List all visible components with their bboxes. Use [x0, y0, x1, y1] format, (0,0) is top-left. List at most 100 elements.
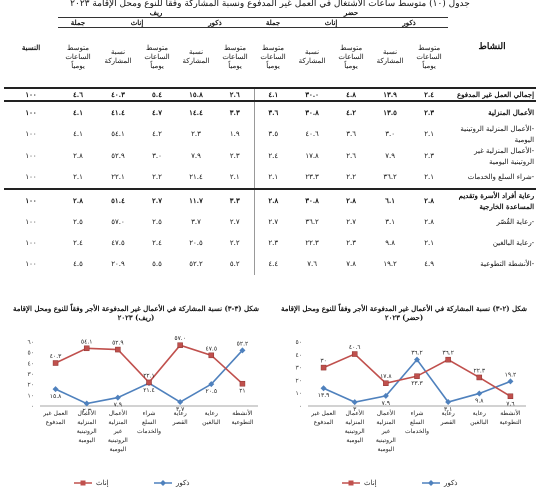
table-cell: ٢.١	[424, 173, 434, 181]
table-cell: ٥٢.٩	[111, 152, 125, 160]
table-cell: ٤.١	[73, 130, 83, 138]
data-label: ٣٠	[320, 358, 326, 365]
col-header: نسبة المشاركة	[370, 27, 411, 88]
table-cell: ٤٠.٣	[98, 86, 139, 101]
table-cell: ١٠٠	[25, 259, 37, 268]
table-cell: ٤.٤	[253, 253, 293, 275]
table-cell: ٧.٦	[307, 259, 317, 268]
data-point	[351, 351, 358, 357]
chart-urban: شكل (٢-٣) نسبة المشاركة في الأعمال غير ا…	[272, 298, 536, 494]
data-point	[476, 374, 483, 381]
table-cell: ٢.٨	[253, 187, 293, 212]
table-cell: ٢.٣	[346, 238, 356, 247]
table-cell: ٣.٦	[253, 99, 293, 124]
table-cell: ٢.٣	[253, 232, 293, 254]
table-cell: ٣.٦	[346, 130, 356, 138]
table-row: -الأعمال المنزلية الروتينية اليومية ٢.١ ٣.…	[4, 123, 536, 146]
data-label: ٤٠.٦	[349, 344, 361, 351]
category-label: شراء السلع والخدمات	[137, 410, 161, 435]
table-cell: ٥٢.٢	[189, 259, 203, 268]
urban-total-group: جملة	[254, 17, 293, 28]
table-row: -رعاية البالغين ٢.١ ٩.٨ ٢.٣ ٢٢.٣ ٢.٣ ٢.٢ ٢٠.٥ ٢.…	[4, 232, 536, 254]
table-cell: ٤.٢	[152, 130, 162, 138]
data-label: ٢٠.٥	[205, 388, 217, 395]
data-point	[320, 385, 327, 392]
data-point	[239, 347, 246, 354]
table-cell: ١٠٠	[4, 86, 58, 101]
col-header: متوسط الساعات يومياً	[254, 27, 293, 88]
table-cell: ٤.١	[253, 86, 293, 101]
data-label: ٢١	[239, 388, 245, 395]
data-label: ٥٢.٩	[112, 340, 124, 347]
chart-title: شكل (٢-٣) نسبة المشاركة في الأعمال غير ا…	[280, 304, 527, 322]
data-label: ٣٦.٢	[442, 350, 454, 357]
y-tick-label: ١٠	[296, 390, 302, 397]
data-point	[177, 342, 183, 348]
region-rural: ريف	[58, 8, 255, 18]
category-label: الأعمال المنزلية غير الروتينية اليومية	[108, 408, 128, 453]
y-tick-label: ٣٠	[28, 371, 34, 378]
table-cell: ٢.٨	[410, 187, 449, 212]
category-label: العمل غير المدفوع	[42, 410, 68, 426]
data-point	[114, 394, 121, 401]
table-cell: ٢.٤	[152, 238, 162, 247]
data-point	[383, 380, 389, 386]
table-row: الأعمال المنزلية ٢.٣ ١٣.٥ ٤.٢ ٣٠.٨ ٣.٦ ٣.٣ ١٤.٤…	[4, 99, 537, 124]
table-cell: ٣.٠	[152, 152, 162, 160]
legend-marker	[348, 480, 354, 486]
row-label: -شراء السلع والخدمات	[467, 173, 535, 181]
table-cell: ٧.٨	[346, 259, 356, 268]
legend-marker	[80, 480, 86, 486]
y-tick-label: ٥٠	[28, 350, 34, 357]
category-label: رعاية القصر	[440, 410, 456, 426]
row-label: -الأعمال المنزلية غير الروتينية اليومية	[474, 146, 535, 166]
table-cell: ٢٠.٩	[111, 259, 125, 268]
table-cell: ٣٦.٢	[305, 217, 319, 226]
table-cell: ١٠٠	[4, 99, 58, 124]
rural-female-group: إناث	[98, 17, 177, 28]
category-label: الأنشطة التطوعية	[499, 408, 521, 426]
row-label: -رعاية البالغين	[492, 238, 535, 247]
table-cell: ٢.٥	[73, 217, 83, 226]
data-point	[320, 364, 327, 371]
table-cell: ٢.٣	[410, 99, 449, 124]
data-label: ٤٧.٥	[205, 345, 217, 352]
data-label: ٣	[353, 406, 357, 413]
row-label: إجمالي العمل غير المدفوع	[448, 86, 537, 101]
chart-rural-svg: ٠ ١٠ ٢٠ ٣٠ ٤٠ ٥٠ ٦٠ العمل غير المدفوع الأعمال المن…	[28, 335, 258, 487]
legend-marker	[160, 480, 166, 486]
table-cell: ١٠٠	[25, 152, 37, 160]
data-point	[208, 381, 215, 388]
data-label: ١٩.٢	[505, 371, 517, 378]
rural-male-group: ذكور	[176, 17, 255, 28]
table-cell: ٤١.٤	[98, 99, 139, 124]
table-cell: ٤.٧	[138, 99, 177, 124]
table-cell: ٢.٨	[332, 187, 371, 212]
data-label: ٤٠.٣	[50, 353, 62, 360]
table-cell: ٣.٠	[385, 130, 395, 138]
table-cell: ٤.٩	[424, 259, 434, 268]
legend-label: ذكور	[443, 479, 457, 487]
table-cell: ٤٠.٦	[305, 130, 319, 138]
row-label: رعاية أفراد الأسرة وتقديم المساعدة الخار…	[448, 187, 537, 212]
table-cell: ٤.٥	[73, 259, 83, 268]
data-label: ٢٢.٣	[473, 367, 485, 374]
table-cell: ٣٦.٢	[383, 173, 397, 181]
data-label: ٧.٩	[114, 402, 122, 409]
data-point	[52, 386, 59, 393]
data-point	[208, 352, 215, 359]
data-label: ٥٢.٢	[237, 340, 249, 347]
data-point	[239, 380, 246, 387]
table-cell: ١٩.٢	[383, 259, 397, 268]
y-tick-label: ٦٠	[28, 339, 34, 346]
table-cell: ٢.١	[229, 173, 240, 181]
table-cell: ٢.٧	[253, 211, 293, 233]
table-cell: ١٤.٤	[176, 99, 217, 124]
table-cell: ٦.١	[370, 187, 411, 212]
table-cell: ٣٠.٨	[292, 187, 333, 212]
table-cell: ٢٢.١	[111, 173, 125, 181]
legend-label: إناث	[364, 479, 377, 487]
data-label: ١٣.٩	[318, 392, 330, 399]
table-cell: ٥.٤	[138, 86, 177, 101]
category-label: الأعمال المنزلية غير الروتينية اليومية	[376, 408, 396, 453]
